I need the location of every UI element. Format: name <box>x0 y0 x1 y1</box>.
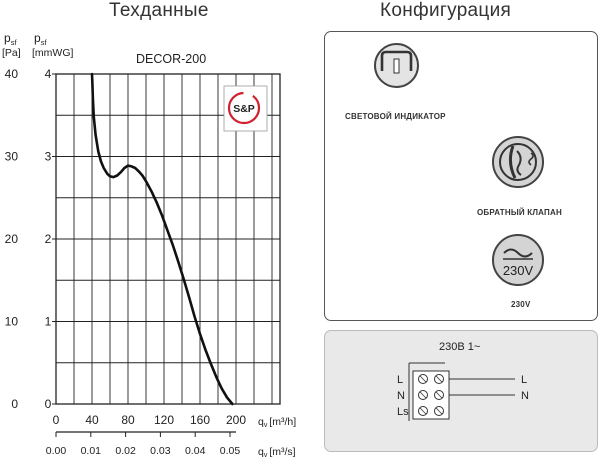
y-tick-label-pa: 10 <box>5 315 19 329</box>
configuration-panel: СВЕТОВОЙ ИНДИКАТОР ОБРАТНЫЙ КЛАПАН 230V … <box>324 31 598 321</box>
x-tick-label-m3s: 0.00 <box>46 445 67 457</box>
terminal-out-label: L <box>521 374 527 386</box>
terminal-screw-slot <box>435 407 443 415</box>
feature-label-230v: 230V <box>511 300 531 309</box>
y-tick-label-mmwg: 4 <box>45 67 52 81</box>
wiring-diagram-panel: 230В 1~ L L N N Ls <box>324 330 598 452</box>
s-and-p-logo: S&P <box>223 85 268 132</box>
x-tick-label-m3s: 0.05 <box>220 445 241 457</box>
light-indicator-icon <box>373 42 420 89</box>
terminal-screw-slot <box>419 375 427 383</box>
chart-title: DECOR-200 <box>136 52 206 66</box>
y-tick-label-pa: 30 <box>5 150 19 164</box>
configuration-heading: Конфигурация <box>380 0 512 21</box>
terminal-screw-slot <box>419 407 427 415</box>
svg-text:S&P: S&P <box>233 103 255 115</box>
terminal-in-label: Ls <box>397 406 409 418</box>
x-tick-label-m3h: 200 <box>226 413 246 427</box>
y-tick-label-mmwg: 1 <box>45 315 52 329</box>
x-tick-label-m3s: 0.04 <box>185 445 206 457</box>
feature-label-light-indicator: СВЕТОВОЙ ИНДИКАТОР <box>345 112 446 121</box>
terminal-in-label: N <box>397 390 405 402</box>
chart-heading: Техданные <box>109 0 209 21</box>
y-tick-label-mmwg: 2 <box>45 232 52 246</box>
left-axis-label: psf <box>4 31 17 47</box>
x-tick-label-m3h: 80 <box>121 413 135 427</box>
wiring-title: 230В 1~ <box>439 341 480 353</box>
x-tick-label-m3h: 0 <box>53 413 60 427</box>
backdraft-valve-icon <box>491 135 545 189</box>
x-tick-label-m3s: 0.01 <box>81 445 102 457</box>
y-tick-label-mmwg: 3 <box>45 150 52 164</box>
x-tick-label-m3h: 120 <box>154 413 174 427</box>
x-tick-label-m3h: 40 <box>85 413 99 427</box>
y-tick-label-mmwg: 0 <box>45 397 52 411</box>
left-axis-unit: [Pa] <box>2 47 21 59</box>
x-tick-label-m3s: 0.02 <box>115 445 136 457</box>
x-axis-label-m3s: qv [m³/s] <box>258 446 296 457</box>
y-tick-label-pa: 0 <box>11 397 18 411</box>
feature-label-backdraft-valve: ОБРАТНЫЙ КЛАПАН <box>477 208 562 217</box>
y-tick-label-pa: 20 <box>5 232 19 246</box>
svg-text:230V: 230V <box>503 263 534 278</box>
terminal-screw-slot <box>419 391 427 399</box>
power-230v-icon: 230V <box>491 233 545 287</box>
terminal-out-label: N <box>521 390 529 402</box>
terminal-screw-slot <box>435 391 443 399</box>
right-axis-unit: [mmWG] <box>32 47 73 59</box>
fan-performance-chart: psf [Pa] psf [mmWG] DECOR-200 S&P 010203… <box>2 31 296 457</box>
terminal-in-label: L <box>397 374 403 386</box>
y-tick-label-pa: 40 <box>5 67 19 81</box>
x-tick-label-m3s: 0.03 <box>150 445 171 457</box>
terminal-screw-slot <box>435 375 443 383</box>
chart-grid <box>56 74 280 404</box>
fan-curve-line <box>90 72 234 406</box>
x-axis-label-m3h: qv [m³/h] <box>258 416 296 429</box>
x-tick-label-m3h: 160 <box>190 413 210 427</box>
right-axis-label: psf <box>34 31 47 47</box>
